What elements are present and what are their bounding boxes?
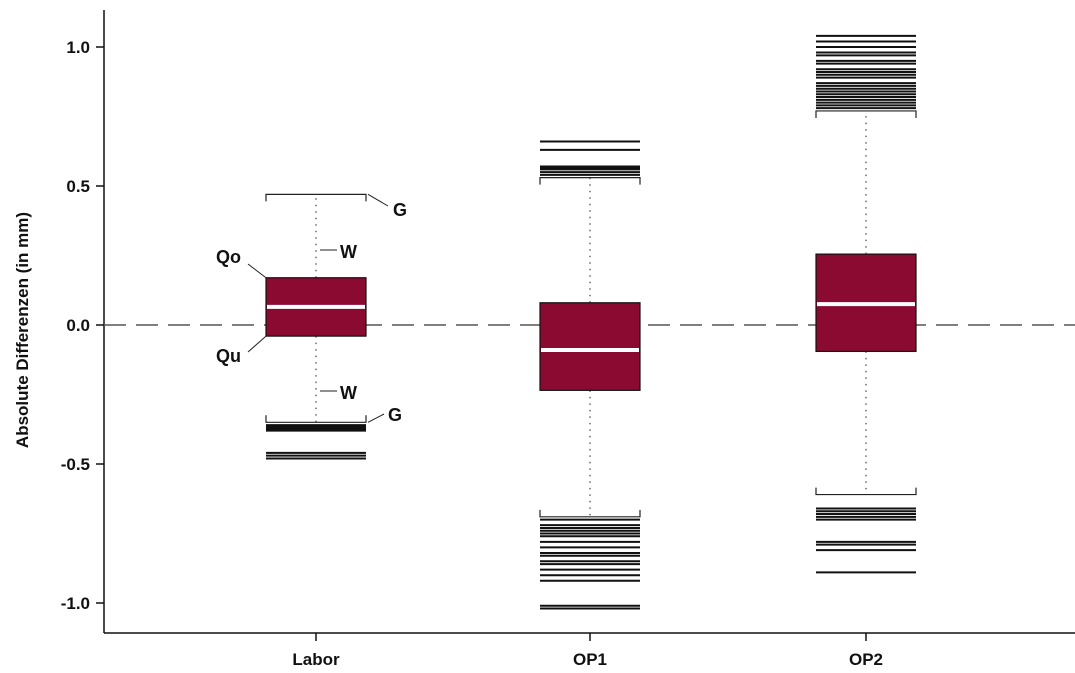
annotation-label: W	[340, 242, 357, 262]
annotations-group: G W Qo Qu W G	[216, 193, 407, 425]
x-tick-label: OP2	[849, 650, 883, 669]
y-tick-label: 0.0	[66, 316, 90, 335]
upper-whisker-cap	[265, 193, 367, 202]
lower-whisker-cap	[265, 415, 367, 423]
annotation-label: G	[393, 200, 407, 220]
y-tick-label: -0.5	[61, 455, 90, 474]
annotation-label: Qo	[216, 247, 241, 267]
annotation-label: G	[388, 405, 402, 425]
y-tick-label: 0.5	[66, 177, 90, 196]
lower-whisker-cap	[815, 487, 917, 496]
y-tick-label: -1.0	[61, 594, 90, 613]
box-op2	[815, 34, 917, 574]
annotation-leader	[367, 193, 389, 207]
y-tick-label: 1.0	[66, 38, 90, 57]
annotation-leader	[367, 413, 385, 423]
upper-whisker-cap	[815, 110, 917, 118]
box-op1	[539, 140, 641, 610]
y-axis-title: Absolute Differenzen (in mm)	[13, 212, 32, 448]
box-labor	[265, 193, 367, 460]
boxes-group	[265, 34, 917, 610]
annotation-label: Qu	[216, 346, 241, 366]
lower-whisker-cap	[539, 509, 641, 518]
iqr-box	[539, 302, 641, 391]
annotation-label: W	[340, 383, 357, 403]
x-tick-label: OP1	[573, 650, 607, 669]
x-tick-label: Labor	[292, 650, 340, 669]
upper-whisker-cap	[539, 177, 641, 185]
annotation-leader	[247, 335, 267, 353]
axes: 1.0 0.5 0.0 -0.5 -1.0 Labor OP1 OP2	[61, 10, 1075, 669]
annotation-leader	[247, 263, 267, 279]
